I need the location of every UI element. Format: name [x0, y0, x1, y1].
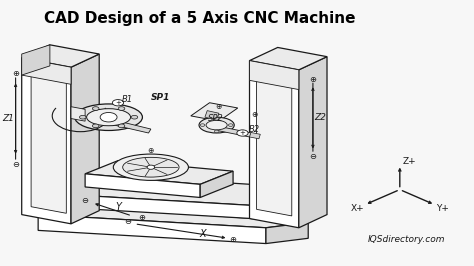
Polygon shape	[71, 107, 85, 121]
Polygon shape	[71, 54, 99, 224]
Polygon shape	[38, 215, 266, 244]
Polygon shape	[50, 174, 292, 205]
Text: ⊕: ⊕	[229, 235, 237, 244]
Ellipse shape	[75, 104, 142, 131]
Text: ⊖: ⊖	[12, 160, 19, 169]
Circle shape	[92, 124, 99, 128]
Polygon shape	[38, 207, 308, 228]
Circle shape	[92, 107, 99, 110]
Polygon shape	[249, 61, 299, 228]
Circle shape	[237, 130, 248, 136]
Text: ⊖: ⊖	[124, 217, 131, 226]
Polygon shape	[299, 57, 327, 228]
Polygon shape	[266, 222, 308, 244]
Circle shape	[131, 115, 138, 119]
Text: ⊖: ⊖	[310, 152, 317, 161]
Polygon shape	[85, 161, 233, 184]
Circle shape	[80, 115, 86, 119]
Circle shape	[214, 130, 219, 133]
Circle shape	[147, 165, 155, 169]
Polygon shape	[50, 194, 252, 219]
Text: ⊕: ⊕	[310, 74, 317, 84]
Text: ⊕: ⊕	[12, 69, 19, 78]
Ellipse shape	[199, 117, 234, 133]
Text: B1: B1	[122, 95, 133, 104]
Polygon shape	[22, 45, 99, 67]
Circle shape	[214, 118, 219, 120]
Polygon shape	[252, 200, 292, 219]
Text: ⊕: ⊕	[251, 110, 257, 119]
Text: CAD Design of a 5 Axis CNC Machine: CAD Design of a 5 Axis CNC Machine	[45, 11, 356, 26]
Polygon shape	[109, 119, 151, 133]
Circle shape	[100, 113, 117, 122]
Circle shape	[200, 124, 205, 126]
Polygon shape	[205, 111, 219, 120]
Polygon shape	[256, 71, 292, 216]
Polygon shape	[22, 58, 71, 84]
Polygon shape	[22, 45, 50, 75]
Polygon shape	[249, 61, 299, 90]
Text: +: +	[115, 100, 121, 106]
Polygon shape	[85, 174, 200, 197]
Text: ⊕: ⊕	[148, 146, 154, 155]
Text: Y: Y	[115, 202, 121, 212]
Text: +: +	[239, 130, 246, 136]
Text: Z1: Z1	[3, 114, 15, 123]
Circle shape	[118, 107, 125, 110]
Text: ⊕: ⊕	[216, 102, 222, 111]
Polygon shape	[191, 103, 238, 121]
Text: Z2: Z2	[314, 113, 326, 122]
Polygon shape	[249, 47, 327, 70]
Text: B2: B2	[249, 124, 260, 134]
Circle shape	[112, 99, 124, 106]
Ellipse shape	[113, 154, 189, 180]
Text: Y+: Y+	[436, 203, 448, 213]
Polygon shape	[200, 171, 233, 197]
Text: IQSdirectory.com: IQSdirectory.com	[368, 235, 446, 244]
Text: SP2: SP2	[208, 114, 224, 123]
Ellipse shape	[87, 109, 130, 126]
Text: ⊖: ⊖	[82, 196, 89, 205]
Polygon shape	[22, 58, 71, 224]
Polygon shape	[252, 200, 292, 219]
Circle shape	[118, 124, 125, 128]
Text: X+: X+	[351, 203, 365, 213]
Polygon shape	[31, 69, 66, 213]
Polygon shape	[249, 132, 260, 139]
Text: X: X	[199, 229, 206, 239]
Text: ⊕: ⊕	[138, 213, 145, 222]
Ellipse shape	[206, 120, 227, 130]
Text: SP1: SP1	[151, 93, 170, 102]
Circle shape	[228, 124, 233, 126]
Text: Z+: Z+	[402, 157, 416, 167]
Polygon shape	[217, 126, 252, 137]
Ellipse shape	[123, 157, 179, 177]
